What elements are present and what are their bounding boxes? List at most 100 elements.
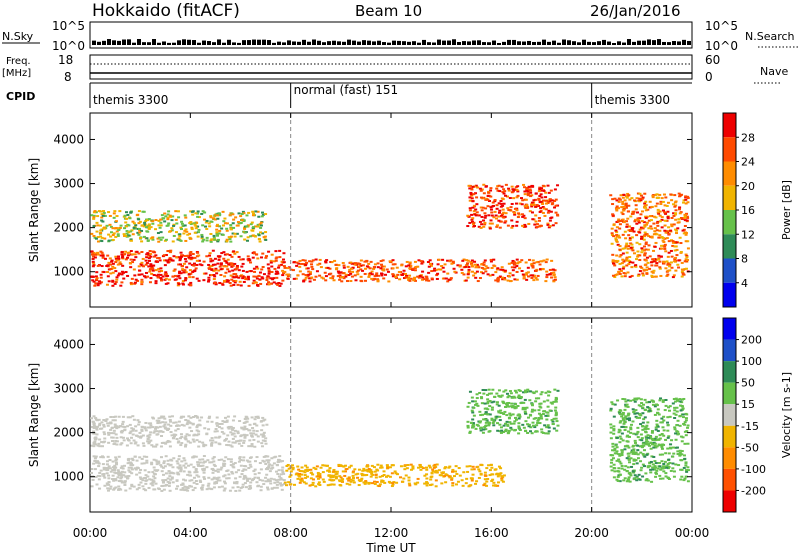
scatter-cell: [443, 475, 447, 478]
scatter-cell: [683, 224, 687, 227]
scatter-cell: [625, 257, 629, 260]
scatter-cell: [494, 271, 498, 274]
scatter-cell: [272, 486, 276, 489]
colorbar-segment: [723, 447, 736, 469]
scatter-cell: [376, 266, 380, 269]
scatter-cell: [322, 480, 326, 483]
scatter-cell: [196, 225, 200, 228]
scatter-cell: [175, 487, 179, 490]
scatter-cell: [233, 281, 237, 284]
scatter-cell: [549, 210, 553, 213]
scatter-cell: [349, 272, 353, 275]
scatter-cell: [250, 416, 254, 419]
scatter-cell: [166, 216, 170, 219]
nsky-bar: [262, 39, 266, 45]
scatter-cell: [466, 420, 470, 423]
scatter-cell: [130, 485, 134, 488]
nsky-bar: [127, 39, 131, 45]
scatter-cell: [472, 193, 476, 196]
x-tick-label: 08:00: [273, 526, 308, 540]
scatter-cell: [266, 488, 270, 491]
scatter-cell: [638, 192, 642, 195]
scatter-cell: [550, 272, 554, 275]
scatter-cell: [654, 472, 658, 475]
scatter-cell: [167, 222, 171, 225]
scatter-cell: [370, 472, 374, 475]
scatter-cell: [241, 210, 245, 213]
nsky-bar: [537, 41, 541, 45]
scatter-cell: [388, 475, 392, 478]
scatter-cell: [615, 231, 619, 234]
scatter-cell: [280, 488, 284, 491]
scatter-cell: [223, 439, 227, 442]
scatter-cell: [94, 418, 98, 421]
scatter-cell: [207, 476, 211, 479]
scatter-cell: [159, 464, 163, 467]
scatter-cell: [643, 264, 647, 267]
scatter-cell: [661, 209, 665, 212]
nsky-bar: [302, 39, 306, 45]
freq-label-1: Freq.: [6, 56, 31, 67]
scatter-cell: [360, 472, 364, 475]
scatter-cell: [223, 487, 227, 490]
scatter-cell: [194, 212, 198, 215]
scatter-cell: [228, 214, 232, 217]
scatter-cell: [151, 445, 155, 448]
scatter-cell: [364, 481, 368, 484]
scatter-cell: [662, 262, 666, 265]
scatter-cell: [539, 224, 543, 227]
scatter-cell: [111, 419, 115, 422]
scatter-cell: [635, 258, 639, 261]
scatter-cell: [245, 214, 249, 217]
scatter-cell: [534, 220, 538, 223]
scatter-cell: [92, 216, 96, 219]
scatter-cell: [496, 422, 500, 425]
scatter-cell: [215, 482, 219, 485]
scatter-cell: [222, 265, 226, 268]
scatter-cell: [660, 453, 664, 456]
scatter-cell: [629, 246, 633, 249]
scatter-cell: [644, 206, 648, 209]
scatter-cell: [219, 468, 223, 471]
scatter-cell: [222, 462, 226, 465]
scatter-cell: [298, 259, 302, 262]
scatter-cell: [673, 258, 677, 261]
scatter-cell: [621, 413, 625, 416]
scatter-cell: [628, 473, 632, 476]
scatter-cell: [532, 279, 536, 282]
scatter-cell: [334, 263, 338, 266]
scatter-cell: [507, 187, 511, 190]
scatter-cell: [631, 261, 635, 264]
scatter-cell: [544, 208, 548, 211]
scatter-cell: [631, 212, 635, 215]
scatter-cell: [434, 269, 438, 272]
scatter-cell: [648, 215, 652, 218]
scatter-cell: [470, 259, 474, 262]
scatter-cell: [479, 206, 483, 209]
scatter-cell: [615, 205, 619, 208]
scatter-cell: [479, 196, 483, 199]
scatter-cell: [484, 421, 488, 424]
scatter-cell: [495, 217, 499, 220]
scatter-cell: [531, 424, 535, 427]
scatter-cell: [244, 476, 248, 479]
scatter-cell: [93, 459, 97, 462]
nsky-bar: [522, 41, 526, 45]
scatter-cell: [651, 194, 655, 197]
scatter-cell: [657, 413, 661, 416]
scatter-cell: [375, 272, 379, 275]
scatter-cell: [160, 434, 164, 437]
scatter-cell: [105, 463, 109, 466]
scatter-cell: [152, 417, 156, 420]
scatter-cell: [107, 261, 111, 264]
scatter-cell: [262, 455, 266, 458]
scatter-cell: [497, 219, 501, 222]
scatter-cell: [529, 195, 533, 198]
scatter-cell: [510, 396, 514, 399]
scatter-cell: [659, 397, 663, 400]
scatter-cell: [275, 486, 279, 489]
scatter-cell: [236, 224, 240, 227]
scatter-cell: [106, 487, 110, 490]
scatter-cell: [419, 468, 423, 471]
scatter-cell: [181, 225, 185, 228]
